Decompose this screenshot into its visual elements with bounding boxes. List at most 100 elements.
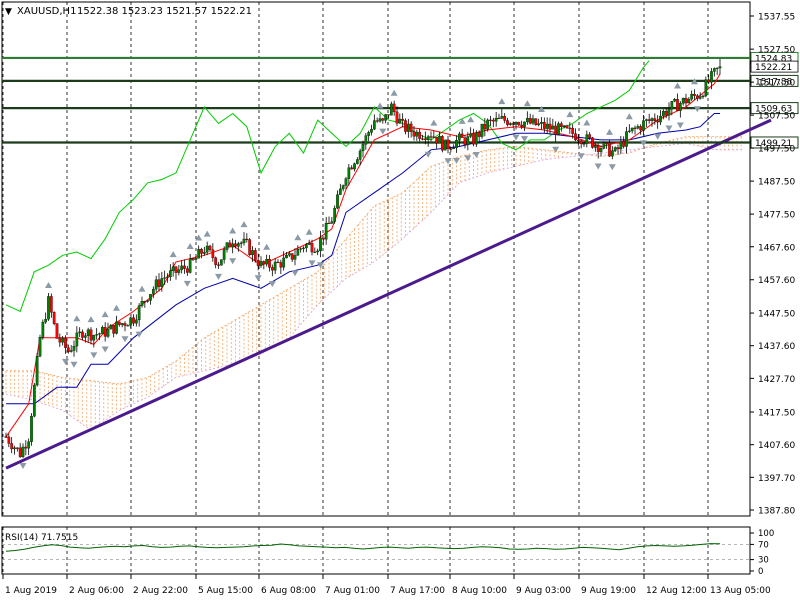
candle-body bbox=[477, 132, 481, 137]
trendline-layer bbox=[5, 118, 772, 470]
price-tick-label: 1417.50 bbox=[758, 409, 795, 419]
chikou-span bbox=[5, 60, 650, 313]
candle-body bbox=[474, 132, 478, 145]
candle-body bbox=[551, 125, 555, 130]
fractal-down bbox=[608, 164, 616, 171]
candle-body bbox=[319, 237, 322, 252]
fractal-down bbox=[552, 146, 560, 153]
candle-body bbox=[149, 294, 152, 301]
candle-body bbox=[268, 258, 271, 268]
candle-body bbox=[259, 261, 263, 266]
fractal-down bbox=[472, 151, 480, 158]
candle-body bbox=[140, 301, 144, 306]
candle-body bbox=[100, 327, 104, 334]
fractal-down bbox=[640, 140, 647, 147]
candle-body bbox=[200, 249, 203, 254]
candle-body bbox=[222, 249, 226, 260]
fractal-down bbox=[577, 153, 585, 160]
candle-body bbox=[78, 331, 82, 334]
fractal-down bbox=[654, 133, 662, 140]
candle-body bbox=[333, 207, 337, 222]
candle-body bbox=[256, 260, 260, 266]
candle-body bbox=[143, 301, 147, 303]
candle-body bbox=[613, 147, 617, 151]
candle-body bbox=[177, 269, 181, 273]
candle-body bbox=[591, 137, 594, 148]
candle-body bbox=[41, 321, 45, 338]
candle-body bbox=[313, 251, 317, 253]
candle-body bbox=[81, 331, 84, 338]
horizontal-line-badge bbox=[750, 102, 799, 115]
candle-body bbox=[61, 338, 65, 343]
candle-body bbox=[225, 242, 229, 250]
ohlc-readout: 1522.38 1523.23 1521.57 1522.21 bbox=[77, 6, 252, 17]
candle-body bbox=[30, 415, 33, 442]
candle-body bbox=[13, 447, 16, 450]
candle-body bbox=[157, 279, 161, 287]
candle-body bbox=[265, 258, 269, 265]
candle-body bbox=[579, 140, 583, 144]
fractal-down bbox=[512, 134, 520, 141]
price-tick-label: 1387.80 bbox=[758, 507, 795, 517]
candle-body bbox=[132, 317, 135, 324]
candle-body bbox=[55, 323, 59, 339]
candle-body bbox=[4, 436, 8, 438]
candle-body bbox=[511, 123, 515, 125]
candle-body bbox=[338, 188, 342, 195]
price-tick-label: 1397.70 bbox=[758, 474, 795, 484]
candle-body bbox=[72, 345, 76, 351]
candle-body bbox=[32, 384, 36, 417]
candle-body bbox=[707, 79, 711, 83]
candle-body bbox=[381, 118, 385, 121]
candle-body bbox=[508, 123, 512, 125]
candle-body bbox=[664, 111, 668, 116]
fractal-up bbox=[674, 82, 681, 89]
time-tick-label: 5 Aug 15:00 bbox=[198, 586, 253, 596]
support-trendline[interactable] bbox=[5, 118, 772, 470]
fractal-up bbox=[169, 251, 177, 258]
candle-body bbox=[174, 266, 178, 273]
candle-body bbox=[146, 300, 150, 302]
horizontal-lines[interactable]: 1524.83 1517.88 1509.63 1499.21 1522.21 bbox=[2, 51, 799, 149]
candle-body bbox=[248, 239, 252, 256]
candle-body bbox=[239, 242, 243, 244]
price-tick-label: 1517.50 bbox=[758, 79, 795, 89]
candle-body bbox=[596, 145, 600, 152]
candle-body bbox=[497, 117, 501, 120]
candle-body bbox=[98, 333, 101, 335]
candle-body bbox=[559, 123, 563, 128]
price-tick-label: 1467.60 bbox=[758, 243, 795, 253]
time-tick-label: 2 Aug 22:00 bbox=[133, 586, 188, 596]
fractal-up bbox=[566, 111, 574, 118]
fractal-down bbox=[379, 128, 387, 135]
candle-body bbox=[137, 305, 141, 321]
candle-body bbox=[593, 145, 597, 148]
price-tick-label: 1437.60 bbox=[758, 342, 795, 352]
candle-body bbox=[480, 123, 484, 137]
candle-body bbox=[500, 116, 504, 119]
candle-body bbox=[695, 95, 699, 99]
candle-body bbox=[698, 96, 702, 99]
candle-body bbox=[228, 242, 232, 248]
candle-body bbox=[89, 329, 93, 341]
candle-body bbox=[285, 254, 288, 259]
candle-body bbox=[83, 335, 87, 338]
price-axis: 1537.55 1527.50 1517.50 1507.50 1497.50 1487.… bbox=[750, 13, 795, 517]
price-tick-label: 1447.50 bbox=[758, 310, 795, 320]
candle-body bbox=[293, 255, 297, 260]
candle-body bbox=[47, 296, 50, 320]
candle-body bbox=[24, 446, 28, 449]
horizontal-line-label: 1517.88 bbox=[755, 77, 792, 87]
candle-body bbox=[449, 148, 453, 150]
time-axis: 1 Aug 2019 2 Aug 06:00 2 Aug 22:00 5 Aug 15… bbox=[2, 574, 771, 596]
candle-body bbox=[197, 249, 201, 259]
candle-body bbox=[701, 95, 705, 98]
candle-body bbox=[576, 139, 580, 141]
candle-body bbox=[384, 114, 388, 121]
candle-body bbox=[330, 221, 334, 224]
fractal-down bbox=[444, 158, 452, 165]
fractal-up bbox=[691, 78, 698, 85]
collapse-arrow-icon[interactable]: ▼ bbox=[5, 7, 12, 17]
candle-body bbox=[486, 119, 490, 130]
